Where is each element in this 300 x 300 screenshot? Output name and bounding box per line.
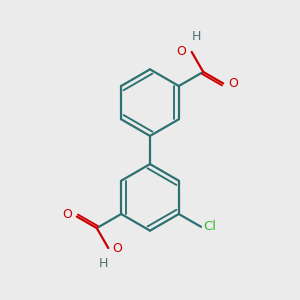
Text: O: O	[177, 46, 187, 59]
Text: H: H	[98, 257, 108, 270]
Text: O: O	[62, 208, 72, 220]
Text: O: O	[112, 242, 122, 254]
Text: Cl: Cl	[204, 220, 217, 233]
Text: H: H	[192, 30, 202, 43]
Text: O: O	[228, 77, 238, 90]
